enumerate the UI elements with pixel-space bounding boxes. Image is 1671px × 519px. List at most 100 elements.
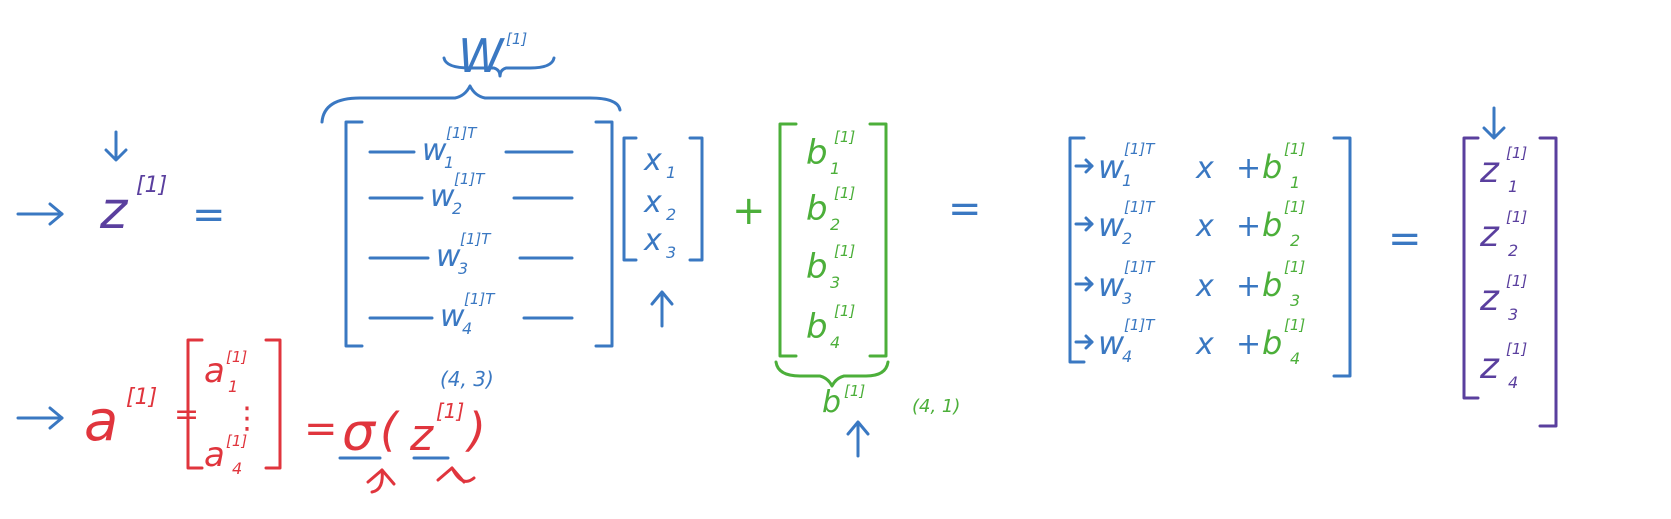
result-row-w-sup: [1]T	[1124, 198, 1156, 216]
z-lhs-equals: =	[192, 192, 226, 238]
activation-sup: [1]	[436, 399, 464, 423]
b-entry: b [1] 1	[806, 128, 855, 178]
result-row-b: b	[1262, 324, 1282, 362]
b-entry-base: b	[806, 189, 828, 229]
b-label-base: b	[822, 385, 841, 420]
activation-expr: = σ ( z [1] )	[304, 399, 486, 463]
W-large-brace	[320, 84, 622, 124]
x-entry-sub: 2	[666, 205, 676, 224]
z-entry-base: z	[1479, 214, 1500, 255]
result-row-b-sub: 1	[1290, 173, 1300, 192]
z-lhs: z [1] =	[99, 173, 226, 241]
W-label-base: W	[458, 29, 505, 83]
result-row-w: w	[1098, 266, 1125, 304]
result-row-w-sup: [1]T	[1124, 258, 1156, 276]
result-row-w: w	[1098, 206, 1125, 244]
b-entry-sub: 2	[830, 215, 840, 234]
result-row-x: x	[1195, 209, 1214, 244]
activation-underline-arrows-icon	[338, 456, 476, 494]
result-row-w-sub: 1	[1122, 171, 1132, 190]
result-row-arrow-icon	[1074, 276, 1094, 292]
W-row: w [1]T 3	[368, 230, 574, 278]
b-shape: (4, 1)	[912, 396, 960, 417]
a-lhs: a [1] =	[84, 385, 199, 454]
a-row-arrow-icon	[16, 406, 64, 430]
result-row-b-sup: [1]	[1284, 140, 1305, 158]
b-entry: b [1] 3	[806, 242, 855, 292]
W-row-sub: 1	[444, 153, 454, 172]
b-entry-sub: 4	[830, 333, 840, 352]
x-entry-base: x	[643, 185, 662, 220]
z-right-bracket	[1538, 136, 1558, 428]
b-entry-sup: [1]	[834, 242, 855, 260]
z-entry: z [1] 2	[1479, 208, 1527, 260]
z-entry-sup: [1]	[1506, 208, 1527, 226]
result-row-b-sub: 2	[1290, 231, 1300, 250]
z-entry-sup: [1]	[1506, 144, 1527, 162]
a-lhs-sup: [1]	[126, 385, 157, 410]
b-right-bracket	[868, 122, 888, 358]
z-entry-sub: 3	[1508, 305, 1518, 324]
result-row-b-sub: 3	[1290, 291, 1300, 310]
result-row-b: b	[1262, 206, 1282, 244]
result-row: w1[1]Tx + b [1]1	[1074, 140, 1305, 192]
activation-open: (	[380, 403, 400, 457]
z-entry-sub: 1	[1508, 177, 1518, 196]
result-matrix-rows: w1[1]Tx + b [1]1w2[1]Tx + b [1]2w3[1]Tx + b [1]3w…	[1074, 140, 1305, 368]
activation-close: )	[465, 403, 486, 457]
result-row-w-sub: 3	[1122, 289, 1132, 308]
b-entry-base: b	[806, 307, 828, 347]
result-row-b-sup: [1]	[1284, 258, 1305, 276]
z-entry-sup: [1]	[1506, 340, 1527, 358]
W-row-sup: [1]T	[446, 124, 478, 142]
equals-sign: =	[948, 186, 982, 232]
z-down-arrow-icon	[104, 130, 128, 162]
W-left-bracket	[344, 120, 364, 348]
a-right-bracket	[264, 338, 282, 470]
b-entry-sup: [1]	[834, 128, 855, 146]
z-vector-down-arrow-icon	[1482, 106, 1506, 140]
W-row: w [1]T 1	[368, 124, 574, 172]
activation-sigma: σ	[342, 403, 377, 463]
z-entry: z [1] 3	[1479, 272, 1527, 324]
result-row: w4[1]Tx + b [1]4	[1074, 316, 1305, 368]
result-row-plus: +	[1236, 151, 1261, 186]
W-row: w [1]T 4	[368, 290, 574, 338]
W-shape: (4, 3)	[440, 367, 494, 391]
b-brace	[774, 360, 890, 388]
W-label: W [1]	[458, 29, 527, 83]
result-row-w-sub: 2	[1122, 229, 1132, 248]
W-row-base: w	[440, 299, 465, 334]
a-lhs-base: a	[84, 389, 118, 454]
b-entry-sup: [1]	[834, 184, 855, 202]
result-row-w-sup: [1]T	[1124, 140, 1156, 158]
x-entry-base: x	[643, 143, 662, 178]
a-vector: a [1] 1 ⋮ a [1] 4	[204, 348, 262, 478]
x-left-bracket	[622, 136, 638, 262]
b-entry-sub: 3	[830, 273, 840, 292]
b-entry: b [1] 2	[806, 184, 855, 234]
W-row-sub: 4	[462, 319, 472, 338]
z-row-arrow-icon	[16, 202, 64, 226]
result-row-b: b	[1262, 266, 1282, 304]
W-small-brace	[442, 56, 556, 78]
result-row-w-sup: [1]T	[1124, 316, 1156, 334]
a-first-sub: 1	[228, 377, 238, 396]
result-row-b-sup: [1]	[1284, 198, 1305, 216]
z-left-bracket	[1462, 136, 1480, 400]
b-vector: b [1]1b [1]2b [1]3b [1]4	[806, 128, 855, 352]
z-entry-base: z	[1479, 150, 1500, 191]
W-row-base: w	[436, 239, 461, 274]
z-vector: z [1]1z [1]2z [1]3z [1]4	[1479, 144, 1527, 392]
x-entry-sub: 1	[666, 163, 676, 182]
result-row-w: w	[1098, 148, 1125, 186]
activation-z: z	[409, 410, 434, 461]
W-row-sub: 2	[452, 199, 462, 218]
b-entry-sub: 1	[830, 159, 840, 178]
equals-sign-2: =	[1388, 216, 1422, 262]
result-row-arrow-icon	[1074, 158, 1094, 174]
